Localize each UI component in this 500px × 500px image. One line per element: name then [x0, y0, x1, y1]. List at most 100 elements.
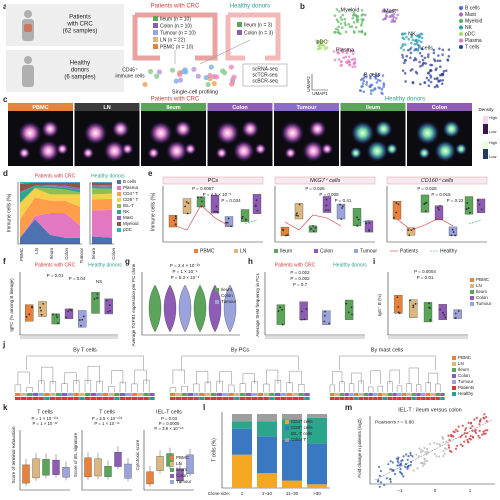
stacked-bar: [257, 436, 277, 474]
label: CD8⁺ T: [123, 197, 139, 202]
umap-point: [427, 71, 430, 75]
point: [213, 210, 216, 213]
legend-swatch: [459, 25, 463, 30]
point: [406, 467, 409, 470]
point: [402, 455, 405, 458]
point: [296, 212, 298, 215]
label: PCs: [208, 178, 219, 184]
umap-point: [420, 47, 424, 51]
density-blob: [442, 120, 461, 138]
point: [254, 205, 257, 208]
leaf-group: [120, 397, 126, 400]
panel-header: [162, 176, 264, 185]
point: [483, 413, 486, 416]
label: UMAP1: [312, 91, 328, 96]
legend-swatch: [452, 380, 456, 384]
point: [485, 415, 488, 419]
point: [39, 306, 42, 309]
cell-icon: [180, 69, 187, 75]
density-blob: [184, 143, 197, 155]
density-blob: [148, 121, 173, 145]
legend-swatch: [285, 438, 289, 442]
label: By T cells: [73, 347, 97, 353]
cell-icon: [228, 64, 234, 70]
box: [210, 194, 220, 214]
label: Density: [478, 107, 494, 112]
umap-point: [351, 52, 355, 56]
label: Ileum (n = 3): [244, 22, 273, 28]
cell-icon: [177, 71, 183, 78]
box: [186, 454, 194, 474]
label: LN: [103, 105, 110, 111]
leaf-group: [368, 397, 373, 400]
legend-swatch: [285, 420, 289, 424]
umap-point: [387, 10, 391, 14]
leaf-group: [181, 397, 188, 400]
umap-point: [407, 37, 411, 41]
umap-point: [360, 18, 364, 21]
umap-point: [383, 10, 387, 13]
leaf-tissue: [131, 393, 138, 396]
umap-point: [441, 72, 444, 76]
panel-header: [274, 176, 376, 185]
umap-point: [351, 16, 354, 20]
legend-swatch: [470, 290, 474, 294]
leaf-group: [406, 397, 412, 400]
point: [407, 455, 410, 458]
legend-swatch: [117, 228, 121, 232]
box: [104, 466, 112, 477]
point: [241, 215, 244, 218]
umap-point: [438, 65, 442, 68]
leaf-tissue: [373, 393, 378, 396]
leaf-group: [38, 397, 44, 400]
panel-letter: b: [300, 2, 305, 11]
label: donors: [71, 68, 89, 74]
umap-point: [435, 67, 438, 70]
label: LN: [476, 283, 482, 288]
point: [444, 316, 447, 319]
panel-letter: c: [3, 95, 8, 104]
label: pDC: [316, 39, 327, 45]
umap-point: [391, 18, 394, 21]
violin: [208, 284, 222, 333]
leaf-group: [175, 397, 182, 400]
label: Ileum: [166, 105, 180, 111]
point: [439, 205, 441, 207]
point: [185, 201, 188, 203]
umap-point: [401, 53, 404, 57]
umap-point: [347, 23, 350, 26]
point: [357, 218, 360, 221]
stacked-bar: [257, 421, 277, 437]
leaf-tissue: [137, 393, 144, 396]
point: [174, 217, 177, 220]
density-blob: [215, 147, 228, 159]
colon-icon: [132, 12, 218, 61]
legend-swatch: [215, 288, 219, 292]
point: [460, 434, 464, 437]
density-blob: [174, 120, 193, 138]
umap-point: [437, 54, 440, 57]
umap-point: [444, 69, 448, 73]
point: [419, 448, 423, 452]
umap-point: [338, 10, 341, 13]
label: PBMC: [200, 248, 215, 254]
area-band: [92, 185, 112, 187]
leaf-tissue: [199, 393, 205, 396]
density-blob: [41, 120, 60, 138]
point: [454, 428, 458, 431]
point: [443, 313, 446, 316]
box: [280, 226, 290, 236]
umap-point: [376, 74, 380, 78]
label: PBMC: [19, 247, 24, 261]
point: [201, 200, 203, 203]
leaf-tissue: [363, 393, 369, 396]
umap-point: [420, 32, 424, 36]
point: [457, 425, 460, 428]
umap-point: [432, 51, 436, 55]
point: [481, 433, 484, 436]
leaf-tissue: [406, 393, 412, 396]
box: [42, 459, 50, 476]
density-blob: [280, 121, 305, 145]
dendrogram: [169, 355, 305, 392]
point: [402, 475, 405, 478]
